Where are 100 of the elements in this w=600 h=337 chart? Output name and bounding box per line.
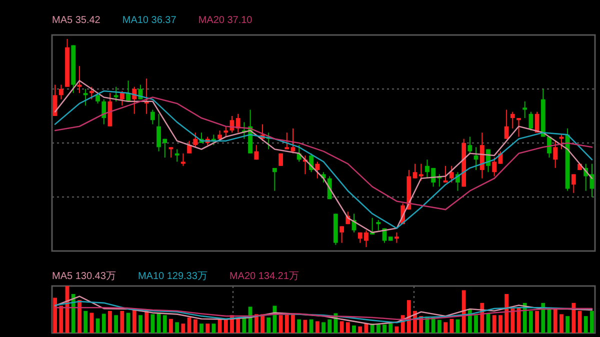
bar (291, 314, 295, 333)
text: MA20 37.10 (198, 15, 253, 26)
bar (315, 321, 320, 333)
bar (431, 317, 436, 333)
bar (303, 320, 308, 333)
bar (236, 317, 240, 333)
bar (206, 324, 210, 333)
bar (138, 315, 142, 333)
candlestick (468, 136, 472, 154)
candlestick (180, 152, 186, 166)
text: MA10 36.37 (122, 15, 177, 26)
candlestick (528, 111, 534, 132)
bar (260, 314, 264, 333)
bar (200, 324, 204, 333)
bar (450, 318, 454, 333)
candlestick (114, 86, 118, 102)
bar (120, 310, 124, 333)
candlestick (83, 88, 88, 106)
candlestick (278, 152, 283, 166)
bar (328, 319, 332, 333)
bar (193, 319, 198, 333)
candlestick (187, 140, 192, 154)
bar (340, 321, 344, 333)
candlestick (284, 132, 290, 150)
candlestick (516, 118, 521, 138)
bar (535, 310, 539, 333)
candlestick (376, 219, 381, 231)
bar (266, 317, 271, 333)
bar (444, 322, 448, 333)
bar (114, 315, 118, 333)
bar (388, 324, 393, 333)
bar (498, 315, 502, 333)
bar (242, 317, 246, 333)
bar (358, 326, 362, 333)
bar (504, 294, 508, 333)
bar (169, 318, 173, 333)
candlestick (224, 126, 228, 138)
text: MA5 130.43万 (52, 271, 116, 282)
bar (382, 324, 386, 333)
candlestick (340, 226, 344, 244)
bar (108, 310, 112, 333)
bar (78, 300, 82, 333)
bar (278, 315, 283, 333)
bar (572, 302, 576, 333)
bar (566, 316, 570, 333)
candlestick (394, 232, 399, 244)
bar (590, 310, 594, 333)
text: MA20 134.21万 (229, 271, 299, 282)
bar (492, 315, 496, 333)
bar (175, 322, 180, 333)
bar (53, 298, 58, 333)
candlestick (315, 161, 320, 179)
candlestick (132, 86, 137, 114)
bar (462, 290, 466, 333)
bar (59, 306, 64, 333)
bar (132, 310, 136, 333)
candlestick (504, 109, 509, 140)
bar (309, 319, 314, 333)
candlestick (150, 109, 155, 125)
bar (224, 318, 228, 333)
candlestick (58, 84, 64, 100)
candlestick (174, 148, 180, 162)
text: MA5 35.42 (52, 15, 101, 26)
bar (437, 320, 442, 333)
candlestick (553, 140, 558, 168)
candlestick (254, 144, 259, 160)
bar (150, 314, 155, 333)
bar (187, 317, 192, 333)
text: MA10 129.33万 (138, 271, 208, 282)
candlestick (418, 163, 424, 181)
bar (284, 314, 289, 333)
bar (102, 314, 106, 333)
candlestick (449, 165, 454, 184)
candlestick (412, 163, 418, 179)
bar (297, 319, 302, 333)
bar (162, 315, 167, 333)
candlestick (522, 100, 528, 119)
bar (181, 324, 186, 333)
bar (559, 314, 564, 333)
bar (474, 315, 478, 333)
candlestick (290, 128, 296, 154)
bar (352, 325, 356, 333)
candlestick (120, 90, 124, 106)
bar (541, 302, 546, 333)
candlestick (89, 86, 94, 100)
bar (553, 308, 558, 333)
bar (346, 322, 350, 333)
candlestick (510, 111, 515, 129)
bar (84, 310, 88, 333)
candlestick (559, 134, 564, 150)
bar (584, 316, 588, 333)
bar (528, 310, 533, 333)
candlestick (272, 167, 277, 192)
candlestick (571, 174, 576, 194)
bar (90, 312, 94, 333)
bar (322, 322, 326, 333)
bar (144, 310, 149, 333)
candlestick (102, 98, 106, 125)
bar (510, 308, 515, 333)
bar (212, 324, 216, 333)
